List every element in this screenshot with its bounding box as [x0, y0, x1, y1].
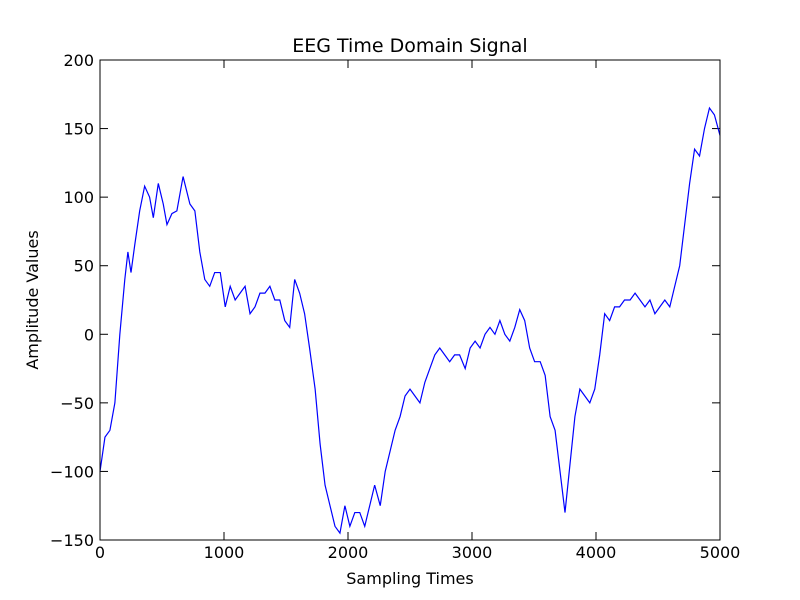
y-tick-label: −150	[50, 531, 94, 550]
y-tick-label: −100	[50, 462, 94, 481]
y-tick-label: 0	[84, 325, 94, 344]
x-tick-label: 4000	[576, 543, 617, 562]
signal-line	[99, 106, 721, 535]
y-tick-label: −50	[60, 394, 94, 413]
x-axis-label: Sampling Times	[346, 569, 473, 588]
x-tick-label: 2000	[328, 543, 369, 562]
chart-title: EEG Time Domain Signal	[292, 35, 527, 57]
x-tick-label: 5000	[700, 543, 741, 562]
x-tick-label: 0	[95, 543, 105, 562]
plot-frame	[99, 59, 721, 541]
y-tick-label: 200	[63, 51, 94, 70]
x-tick-label: 3000	[452, 543, 493, 562]
y-tick-label: 150	[63, 120, 94, 139]
y-tick-label: 100	[63, 188, 94, 207]
x-tick-label: 1000	[204, 543, 245, 562]
y-tick-label: 50	[74, 257, 94, 276]
y-axis-label: Amplitude Values	[23, 230, 42, 369]
